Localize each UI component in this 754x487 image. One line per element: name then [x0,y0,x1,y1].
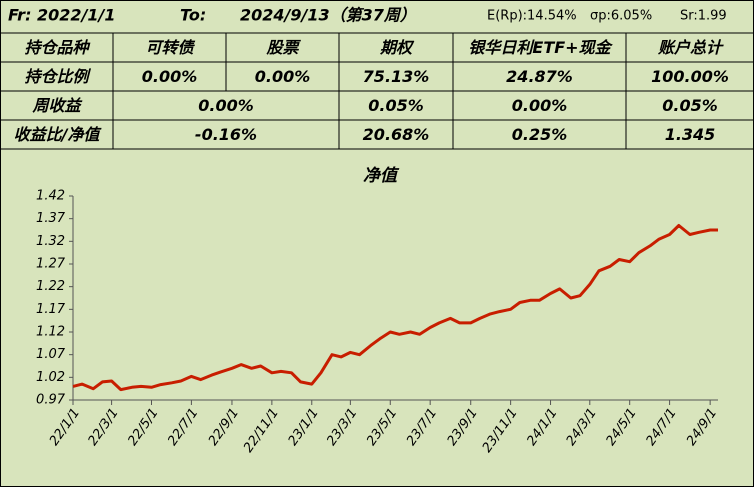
cell: 收益比/净值 [14,125,103,144]
cell: 24.87% [506,67,573,86]
cell: 0.00% [142,67,198,86]
cell: 股票 [265,38,301,57]
y-tick-label: 1.37 [36,211,66,226]
cell: 0.00% [512,96,568,115]
chart-title: 净值 [363,166,400,186]
cell: 银华日利ETF+现金 [468,38,613,57]
y-tick-label: 0.97 [36,393,66,408]
cell: 0.00% [255,67,311,86]
cell: 周收益 [31,96,82,115]
y-tick-label: 1.02 [36,370,65,385]
sharpe: Sr:1.99 [680,9,727,24]
y-tick-label: 1.12 [36,325,65,340]
y-tick-label: 1.22 [36,279,65,294]
to: 2024/9/13（第37周） [240,6,416,25]
cell: 可转债 [145,38,195,57]
to-label: To: [180,6,206,25]
cell: 1.345 [665,125,716,144]
cell: 100.00% [651,67,729,86]
cell: 75.13% [363,67,430,86]
expected-return: E(Rp):14.54% [487,9,577,24]
cell: 0.05% [368,96,424,115]
y-tick-label: 1.32 [36,234,65,249]
y-tick-label: 1.27 [36,257,66,272]
y-tick-label: 1.07 [36,347,66,362]
y-tick-label: 1.42 [36,189,65,204]
cell: 0.05% [662,96,718,115]
cell: 账户总计 [657,38,724,57]
cell: 20.68% [363,125,430,144]
sigma: σp:6.05% [590,9,652,24]
line [72,224,718,392]
cell: 持仓比例 [24,67,91,86]
cell: 持仓品种 [24,38,90,57]
cell: -0.16% [195,125,257,144]
cell: 期权 [379,38,415,57]
cell: 0.00% [198,96,254,115]
y-tick-label: 1.17 [36,302,66,317]
from: Fr: 2022/1/1 [8,6,116,25]
cell: 0.25% [512,125,568,144]
